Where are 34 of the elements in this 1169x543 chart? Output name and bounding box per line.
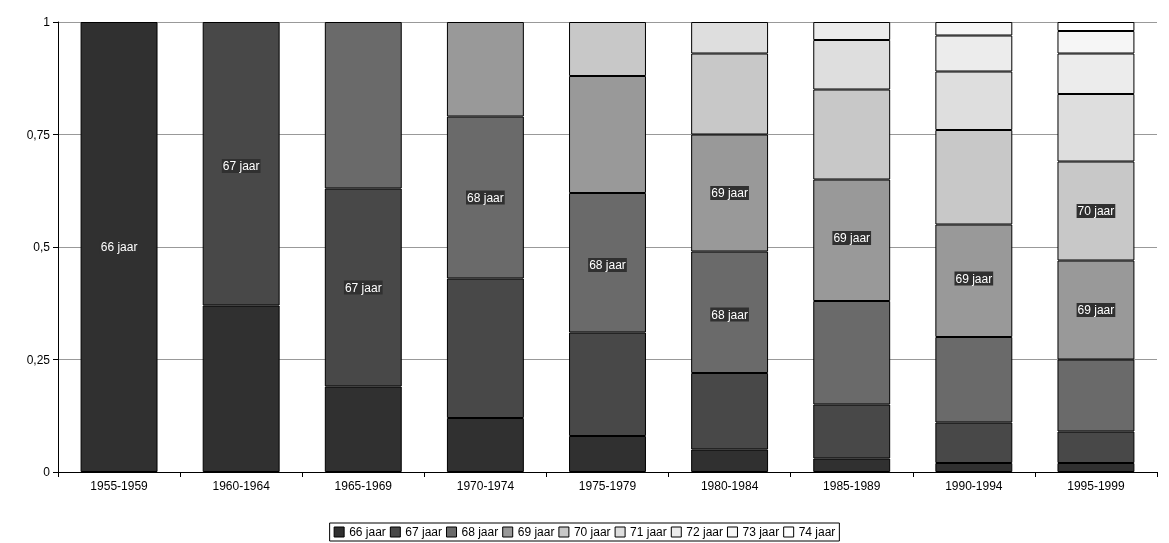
legend-label: 72 jaar: [686, 525, 723, 539]
annotation: 66 jaar: [100, 240, 138, 254]
annotation: 69 jaar: [711, 186, 748, 200]
annotation: 70 jaar: [1077, 204, 1115, 218]
annotation: 69 jaar: [833, 231, 871, 245]
x-tick-label: 1960-1964: [212, 479, 271, 493]
annotation: 67 jaar: [344, 280, 382, 295]
annotation: 68 jaar: [589, 258, 626, 272]
y-tick-label: 0,25: [26, 352, 51, 367]
legend-label: 68 jaar: [461, 525, 499, 539]
x-tick-label: 1995-1999: [1067, 479, 1125, 493]
y-tick-label: 0: [43, 465, 51, 479]
legend-label: 69 jaar: [517, 525, 555, 539]
x-tick-label: 1970-1974: [456, 479, 515, 493]
annotation: 68 jaar: [711, 307, 748, 322]
x-tick-label: 1990-1994: [945, 479, 1003, 493]
legend-label: 67 jaar: [405, 525, 443, 539]
annotation: 67 jaar: [222, 159, 260, 173]
legend-label: 66 jaar: [349, 525, 386, 539]
x-tick-label: 1975-1979: [578, 479, 637, 493]
y-tick-label: 0,5: [33, 240, 51, 254]
y-tick-label: 1: [43, 15, 51, 29]
legend-label: 70 jaar: [573, 525, 611, 539]
x-tick-label: 1985-1989: [823, 479, 881, 493]
y-tick-label: 0,75: [26, 127, 51, 142]
legend-label: 74 jaar: [798, 525, 836, 539]
x-tick-label: 1980-1984: [700, 479, 759, 493]
annotation: 68 jaar: [467, 190, 504, 205]
annotation: 69 jaar: [955, 271, 993, 286]
legend-label: 73 jaar: [742, 525, 780, 539]
legend-label: 71 jaar: [630, 525, 667, 539]
annotation: 69 jaar: [1077, 303, 1115, 317]
x-tick-label: 1965-1969: [334, 479, 393, 493]
x-tick-label: 1955-1959: [90, 479, 149, 493]
